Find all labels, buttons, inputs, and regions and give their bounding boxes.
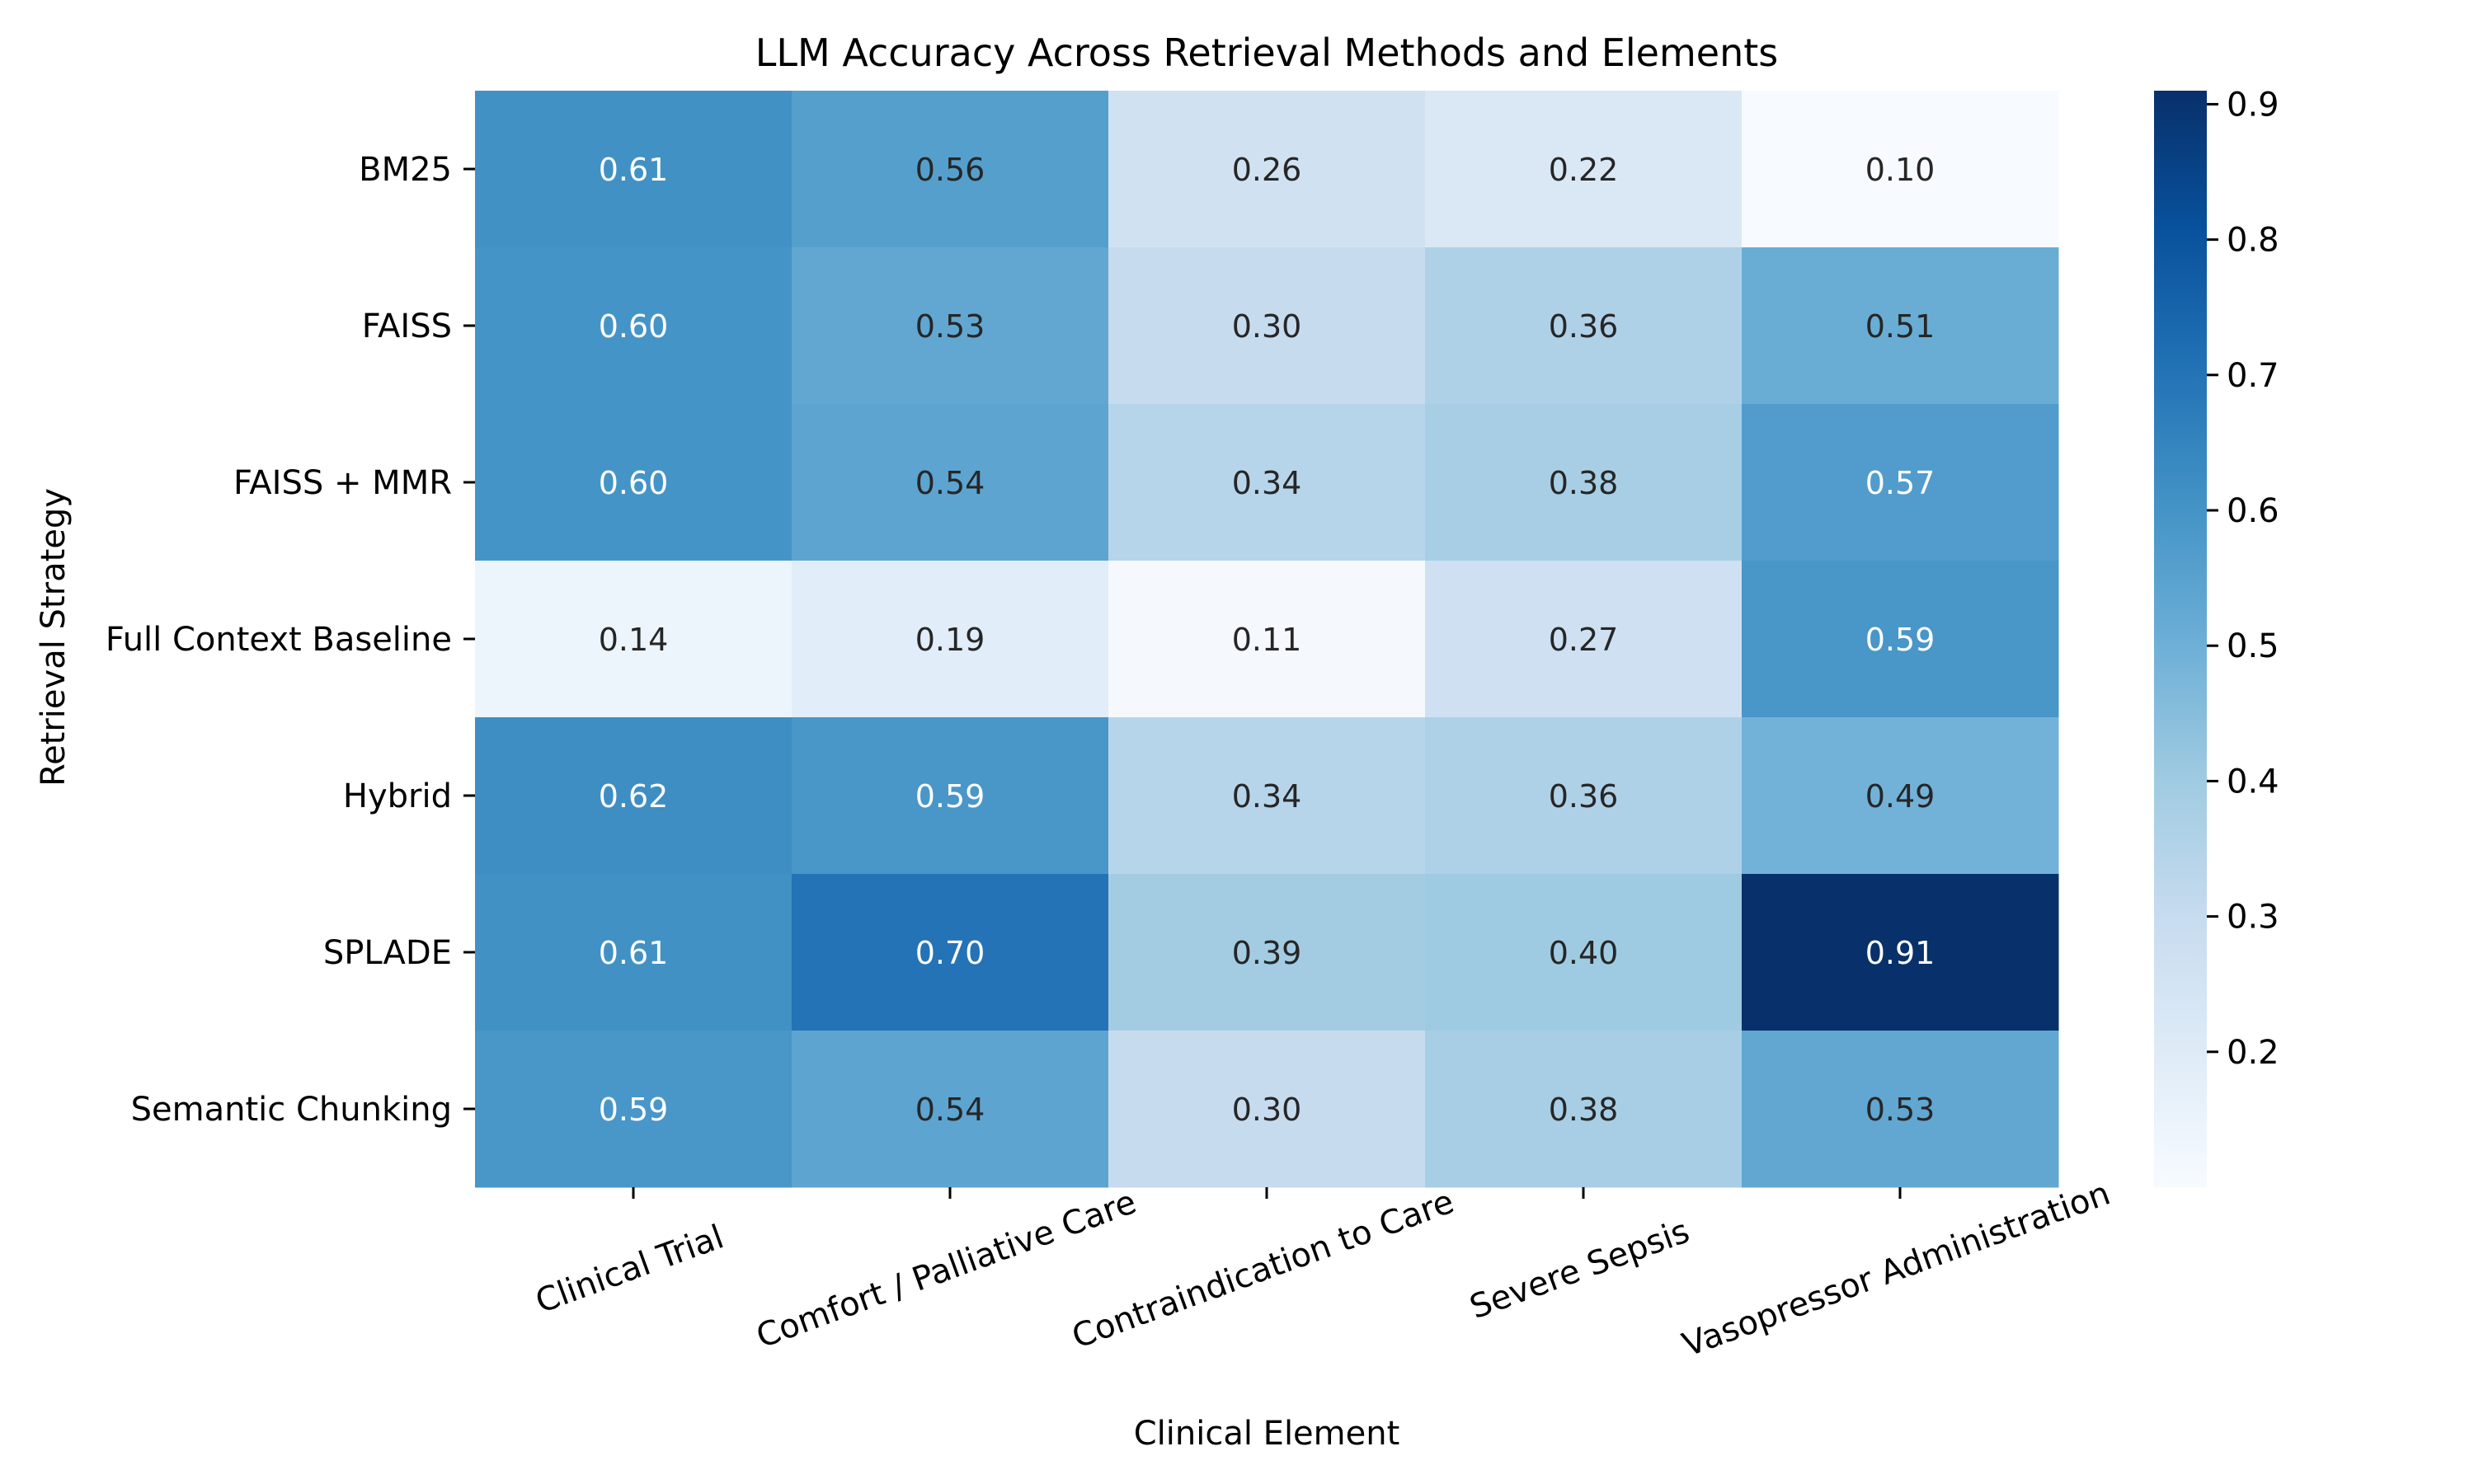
cell-value-label: 0.62 — [599, 778, 669, 815]
cell-value-label: 0.60 — [599, 465, 669, 501]
cell-value-label: 0.54 — [915, 465, 985, 501]
x-tick-label: Clinical Trial — [531, 1218, 729, 1321]
colorbar-tick-label: 0.6 — [2227, 492, 2279, 530]
cell-value-label: 0.26 — [1232, 152, 1302, 188]
cell-value-label: 0.38 — [1549, 465, 1619, 501]
cell-value-label: 0.34 — [1232, 465, 1302, 501]
cell-value-label: 0.34 — [1232, 778, 1302, 815]
heatmap-cell — [1108, 1031, 1426, 1188]
cell-value-label: 0.59 — [915, 778, 985, 815]
heatmap-cells — [475, 91, 2059, 1188]
cell-value-label: 0.19 — [915, 622, 985, 658]
cell-value-label: 0.39 — [1232, 935, 1302, 971]
heatmap-cell — [792, 247, 1109, 405]
cell-value-label: 0.36 — [1549, 308, 1619, 345]
heatmap-cell — [1108, 91, 1426, 248]
heatmap-cell — [792, 404, 1109, 561]
x-tick-label: Severe Sepsis — [1465, 1212, 1694, 1327]
x-axis-label: Clinical Element — [1134, 1415, 1400, 1453]
cell-value-label: 0.10 — [1865, 152, 1935, 188]
colorbar-tick-label: 0.5 — [2227, 627, 2279, 665]
y-axis: BM25 FAISS FAISS + MMR Full Context Baselin… — [106, 151, 475, 1129]
colorbar-tick-label: 0.2 — [2227, 1034, 2279, 1072]
heatmap-cell — [792, 91, 1109, 248]
heatmap-cell — [1108, 404, 1426, 561]
heatmap-cell — [1425, 1031, 1743, 1188]
cell-value-label: 0.11 — [1232, 622, 1302, 658]
cell-value-label: 0.30 — [1232, 1092, 1302, 1128]
heatmap-cell — [1742, 247, 2059, 405]
heatmap-cell — [475, 561, 793, 718]
cell-value-label: 0.91 — [1865, 935, 1935, 971]
heatmap-cell — [1425, 91, 1743, 248]
heatmap-cell — [792, 1031, 1109, 1188]
heatmap-cell — [1742, 404, 2059, 561]
colorbar-tick-label: 0.9 — [2227, 86, 2279, 124]
heatmap-cell — [1425, 247, 1743, 405]
heatmap-cell — [1108, 247, 1426, 405]
heatmap-cell — [1108, 717, 1426, 875]
heatmap-cell — [1425, 874, 1743, 1031]
y-tick-label: FAISS + MMR — [233, 464, 452, 502]
y-tick-label: Semantic Chunking — [131, 1091, 452, 1129]
heatmap-cell — [475, 247, 793, 405]
heatmap-cell — [792, 561, 1109, 718]
cell-value-label: 0.53 — [915, 308, 985, 345]
colorbar-tick-label: 0.7 — [2227, 357, 2279, 395]
x-tick-label: Vasopressor Administration — [1677, 1175, 2114, 1365]
heatmap-cell — [1108, 561, 1426, 718]
cell-value-label: 0.14 — [599, 622, 669, 658]
cell-value-label: 0.57 — [1865, 465, 1935, 501]
cell-value-label: 0.54 — [915, 1092, 985, 1128]
heatmap-cell — [1742, 561, 2059, 718]
y-tick-label: Full Context Baseline — [106, 621, 452, 659]
heatmap-cell — [1742, 91, 2059, 248]
colorbar: 0.2 0.3 0.4 0.5 0.6 0.7 0.8 0.9 — [2154, 86, 2279, 1187]
chart-title: LLM Accuracy Across Retrieval Methods an… — [755, 31, 1778, 75]
y-tick-label: Hybrid — [343, 777, 452, 815]
heatmap-cell — [1742, 1031, 2059, 1188]
heatmap-cell — [475, 1031, 793, 1188]
heatmap-cell — [1425, 404, 1743, 561]
y-tick-label: SPLADE — [323, 934, 452, 972]
heatmap-cell — [475, 717, 793, 875]
heatmap-cell — [1742, 717, 2059, 875]
colorbar-tick-label: 0.4 — [2227, 763, 2279, 801]
cell-value-label: 0.61 — [599, 935, 669, 971]
cell-value-label: 0.38 — [1549, 1092, 1619, 1128]
cell-value-label: 0.59 — [599, 1092, 669, 1128]
heatmap-cell — [1425, 717, 1743, 875]
heatmap-cell — [1742, 874, 2059, 1031]
cell-value-label: 0.70 — [915, 935, 985, 971]
heatmap-cell — [1108, 874, 1426, 1031]
heatmap-cell — [792, 717, 1109, 875]
colorbar-tick-label: 0.3 — [2227, 899, 2279, 937]
cell-value-label: 0.30 — [1232, 308, 1302, 345]
y-tick-label: FAISS — [362, 308, 452, 345]
cell-value-label: 0.53 — [1865, 1092, 1935, 1128]
cell-value-label: 0.60 — [599, 308, 669, 345]
cell-value-label: 0.36 — [1549, 778, 1619, 815]
cell-value-label: 0.49 — [1865, 778, 1935, 815]
colorbar-gradient — [2154, 91, 2207, 1187]
heatmap-cell — [475, 874, 793, 1031]
x-axis: Clinical Trial Comfort / Palliative CareC… — [531, 1175, 2115, 1365]
cell-value-label: 0.56 — [915, 152, 985, 188]
heatmap-cell — [475, 91, 793, 248]
y-axis-label: Retrieval Strategy — [35, 488, 73, 787]
cell-value-label: 0.59 — [1865, 622, 1935, 658]
y-tick-label: BM25 — [359, 151, 452, 189]
cell-value-label: 0.22 — [1549, 152, 1619, 188]
cell-value-label: 0.61 — [599, 152, 669, 188]
heatmap-cell — [792, 874, 1109, 1031]
cell-value-label: 0.27 — [1549, 622, 1619, 658]
colorbar-tick-label: 0.8 — [2227, 222, 2279, 260]
heatmap-annotations: 0.61 0.56 0.26 0.22 0.10 0.60 0.53 0.30 0.36 0.51… — [599, 152, 1935, 1128]
heatmap-cell — [1425, 561, 1743, 718]
heatmap-cell — [475, 404, 793, 561]
cell-value-label: 0.40 — [1549, 935, 1619, 971]
cell-value-label: 0.51 — [1865, 308, 1935, 345]
